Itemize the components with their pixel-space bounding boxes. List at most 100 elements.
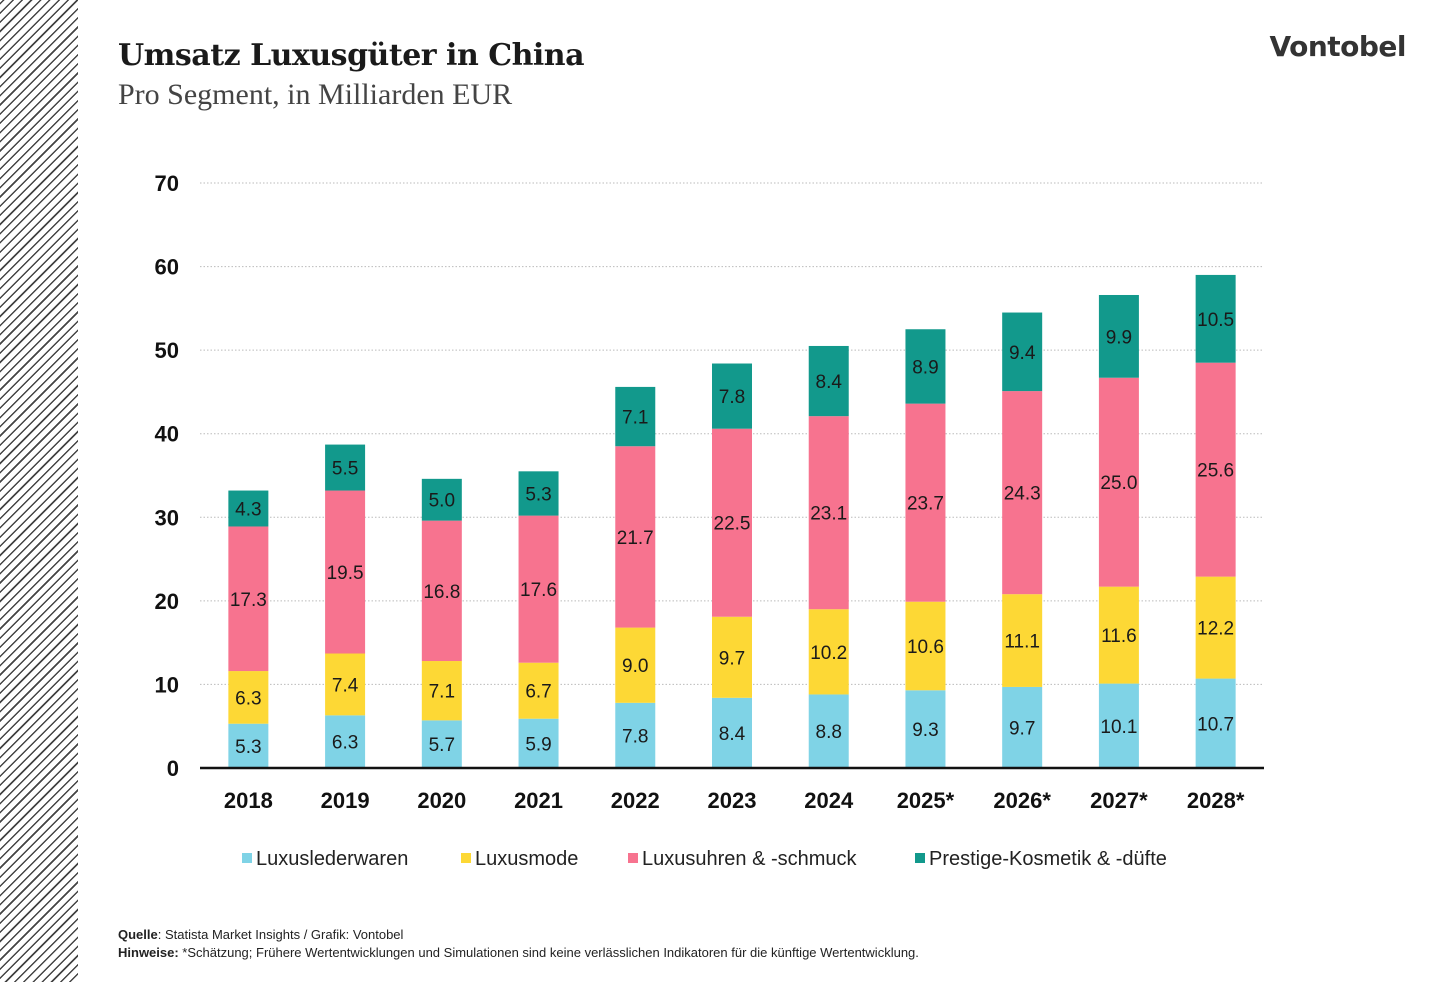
notes-text: *Schätzung; Frühere Wertentwicklungen un… [178,945,919,960]
data-label: 9.0 [622,656,648,677]
y-tick-label: 40 [155,422,179,447]
bar-segment [325,715,366,768]
bar-segment [228,490,269,527]
x-tick-label: 2026* [993,788,1051,813]
bar-segment [1002,594,1043,687]
legend-swatch [461,853,471,863]
data-label: 8.4 [816,372,843,393]
data-label: 17.6 [520,580,557,601]
legend-swatch [915,853,925,863]
source-label: Quelle [118,927,158,942]
stacked-bar-chart: 0 10 20 30 40 50 60 70 5.3 6.3 17.3 4.3 2018 6.3 7.4 19… [155,171,1264,870]
notes-label: Hinweise: [118,945,179,960]
bar-segment [905,403,946,602]
data-label: 5.9 [525,734,551,755]
data-label: 7.1 [622,408,648,429]
bar-segment [518,515,559,663]
data-label: 9.4 [1009,343,1036,364]
source-text: : Statista Market Insights / Grafik: Von… [157,927,404,942]
bar-segment [615,702,656,768]
bar-segment [1098,294,1139,378]
data-label: 6.3 [235,688,261,709]
bar-segment [421,720,462,768]
bar-segment [808,694,849,768]
bar-segment [325,490,366,654]
data-label: 9.7 [719,648,745,669]
bar-segment [518,662,559,719]
x-tick-label: 2018 [224,788,273,813]
data-label: 25.6 [1197,461,1234,482]
bar-segment [1098,377,1139,587]
x-tick-label: 2028* [1187,788,1245,813]
y-tick-label: 20 [155,589,179,614]
data-label: 25.0 [1100,473,1137,494]
bar-segment [518,471,559,516]
bar-segment [1195,576,1236,679]
bar-segment [615,446,656,628]
data-label: 5.0 [429,491,455,512]
bar-segment [325,653,366,716]
data-label: 12.2 [1197,619,1234,640]
x-tick-label: 2024 [804,788,854,813]
bar-segment [905,601,946,691]
x-tick-label: 2025* [897,788,955,813]
data-label: 9.9 [1106,327,1132,348]
bar-segment [615,627,656,703]
data-label: 7.8 [622,726,648,747]
data-label: 4.3 [235,500,261,521]
bar-segment [905,329,946,404]
bar-segment [325,444,366,491]
data-label: 7.1 [429,682,455,703]
disclaimer-note: Hinweise: *Schätzung; Frühere Wertentwic… [118,945,919,960]
legend-swatch [628,853,638,863]
x-tick-label: 2023 [708,788,757,813]
bar-segment [421,661,462,721]
bar-segment [1195,274,1236,363]
legend-label: Luxusuhren & -schmuck [642,848,858,870]
bar-segment [421,478,462,521]
data-label: 5.5 [332,459,358,480]
y-tick-label: 50 [155,338,179,363]
x-tick-label: 2027* [1090,788,1148,813]
x-tick-label: 2021 [514,788,563,813]
y-tick-label: 0 [167,756,179,781]
data-label: 9.3 [912,720,938,741]
data-label: 8.4 [719,724,746,745]
y-tick-label: 30 [155,505,179,530]
chart-subtitle: Pro Segment, in Milliarden EUR [118,78,513,111]
x-tick-label: 2022 [611,788,660,813]
hatch-decoration [0,0,78,982]
legend-swatch [242,853,252,863]
bar-segment [1195,362,1236,577]
data-label: 5.3 [525,484,551,505]
y-tick-label: 70 [155,171,179,196]
chart-title: Umsatz Luxusgüter in China [118,38,585,73]
data-label: 6.3 [332,733,358,754]
bar-segment [615,386,656,447]
bar-segment [808,609,849,695]
bar-segment [1002,312,1043,392]
data-label: 11.6 [1101,626,1137,647]
bar-segment [712,428,752,617]
data-label: 5.7 [429,735,455,756]
bar-segment [808,416,849,610]
source-note: Quelle: Statista Market Insights / Grafi… [118,927,403,942]
y-tick-label: 60 [155,255,179,280]
bar-segment [808,345,849,417]
data-label: 11.1 [1004,632,1040,653]
data-label: 8.9 [912,357,938,378]
x-tick-label: 2020 [417,788,466,813]
bar-segment [228,526,269,672]
legend-label: Prestige-Kosmetik & -düfte [929,848,1167,870]
data-label: 10.2 [810,643,847,664]
data-label: 10.1 [1100,717,1137,738]
legend-label: Luxuslederwaren [256,848,408,870]
data-label: 9.7 [1009,718,1035,739]
x-tick-label: 2019 [321,788,370,813]
data-label: 7.4 [332,675,359,696]
bar-segment [905,690,946,768]
bar-segment [1098,586,1139,684]
bar-segment [228,671,269,724]
data-label: 23.7 [907,494,944,515]
data-label: 5.3 [235,737,261,758]
